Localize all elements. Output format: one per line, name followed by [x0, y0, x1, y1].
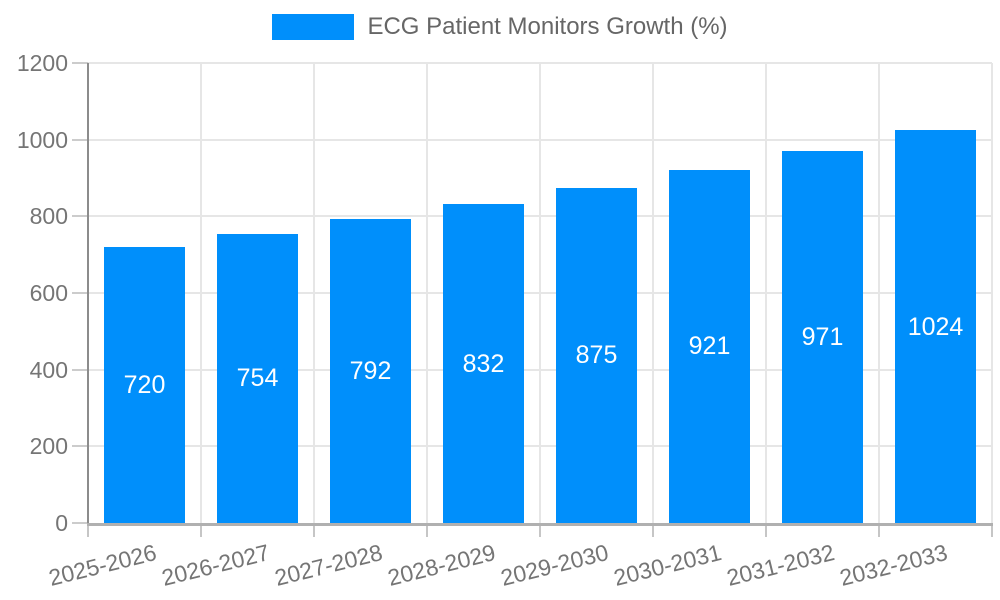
gridline-vertical: [652, 63, 654, 523]
y-axis-tick-mark: [72, 522, 88, 524]
x-axis-tick-mark: [200, 525, 202, 537]
bar[interactable]: [895, 130, 976, 523]
y-axis-tick-mark: [72, 445, 88, 448]
y-axis-tick-label: 600: [29, 280, 68, 306]
x-axis-tick-mark: [426, 525, 428, 537]
x-axis-tick-mark: [313, 525, 315, 537]
legend[interactable]: ECG Patient Monitors Growth (%): [0, 12, 1000, 42]
x-axis-tick-mark: [878, 525, 880, 537]
bar[interactable]: [330, 219, 411, 523]
bar[interactable]: [217, 233, 298, 523]
x-axis-line: [87, 523, 993, 526]
bar[interactable]: [556, 187, 637, 523]
y-axis-tick-mark: [72, 292, 88, 294]
y-axis-tick-mark: [72, 138, 88, 141]
x-axis-tick-mark: [87, 525, 89, 537]
y-axis-tick-label: 1000: [16, 126, 68, 153]
bar[interactable]: [443, 204, 524, 523]
y-axis-line: [87, 63, 89, 525]
gridline-vertical: [200, 63, 202, 523]
gridline-vertical: [426, 63, 428, 523]
x-axis-tick-mark: [539, 525, 541, 537]
gridline-vertical: [991, 63, 993, 523]
gridline-vertical: [878, 63, 880, 523]
x-axis-tick-mark: [991, 525, 993, 537]
y-axis-tick-label: 400: [29, 356, 68, 383]
gridline-horizontal: [88, 62, 992, 64]
y-axis-tick-mark: [72, 215, 88, 218]
y-axis-tick-label: 0: [55, 510, 68, 536]
bar[interactable]: [669, 169, 750, 523]
gridline-vertical: [765, 63, 767, 523]
legend-swatch-icon: [272, 14, 355, 40]
bar[interactable]: [782, 150, 863, 523]
legend-label: ECG Patient Monitors Growth (%): [367, 13, 728, 40]
x-axis-tick-mark: [652, 525, 654, 537]
y-axis-tick-mark: [72, 62, 88, 64]
x-axis-tick-mark: [765, 525, 767, 537]
bar[interactable]: [104, 247, 185, 523]
y-axis-tick-mark: [72, 368, 88, 371]
gridline-horizontal: [88, 138, 992, 141]
y-axis-tick-label: 1200: [16, 50, 68, 76]
gridline-vertical: [313, 63, 315, 523]
gridline-vertical: [539, 63, 541, 523]
y-axis-tick-label: 800: [29, 203, 68, 230]
y-axis-tick-label: 200: [29, 433, 68, 460]
